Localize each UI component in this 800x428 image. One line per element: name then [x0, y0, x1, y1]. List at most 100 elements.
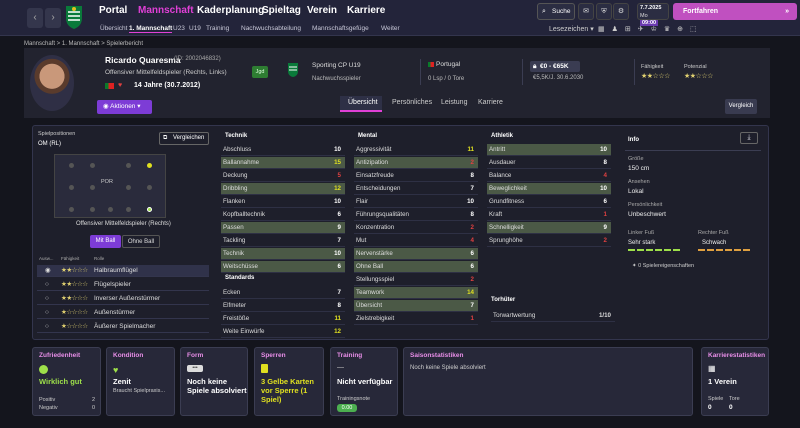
- submenu-uebersicht[interactable]: Übersicht: [100, 25, 128, 32]
- attribute-row[interactable]: Nervenstärke 6: [354, 248, 478, 260]
- attribute-row[interactable]: Kopfballtechnik 6: [221, 209, 345, 221]
- menu-kaderplanung[interactable]: Kaderplanung: [197, 5, 265, 16]
- attribute-row[interactable]: Einsatzfreude 8: [354, 170, 478, 182]
- menu-karriere[interactable]: Karriere: [347, 5, 386, 16]
- attribute-row[interactable]: Stellungsspiel 2: [354, 274, 478, 286]
- position-dot[interactable]: [147, 163, 152, 168]
- card-season-stats[interactable]: Saisonstatistiken Noch keine Spiele abso…: [403, 347, 693, 416]
- card-career-stats[interactable]: Karrierestatistiken ▦ 1 Verein Spiele To…: [701, 347, 769, 416]
- submenu-1-mannschaft[interactable]: 1. Mannschaft: [129, 25, 173, 33]
- radio-icon[interactable]: ◉: [45, 267, 51, 274]
- attribute-row[interactable]: Weitschüsse 6: [221, 261, 345, 273]
- role-row[interactable]: ◉ ★★☆☆☆ Halbraumflügel: [37, 265, 209, 277]
- attribute-row[interactable]: Weite Einwürfe 12: [221, 326, 345, 338]
- tab-leistung[interactable]: Leistung: [441, 99, 468, 106]
- position-dot[interactable]: [69, 207, 74, 212]
- attribute-row[interactable]: Zielstrebigkeit 1: [354, 313, 478, 325]
- position-dot[interactable]: [147, 185, 152, 190]
- attribute-row[interactable]: Abschluss 10: [221, 144, 345, 156]
- attribute-row[interactable]: Mut 4: [354, 235, 478, 247]
- gear-icon[interactable]: ⚙: [613, 3, 629, 20]
- attribute-row[interactable]: Technik 10: [221, 248, 345, 260]
- attribute-row[interactable]: Übersicht 7: [354, 300, 478, 312]
- submenu-u23[interactable]: U23: [173, 25, 185, 32]
- radio-icon[interactable]: ○: [45, 309, 49, 316]
- compare-button[interactable]: Vergleich: [725, 99, 757, 114]
- attribute-row[interactable]: Ecken 7: [221, 287, 345, 299]
- position-dot[interactable]: [108, 207, 113, 212]
- menu-spieltag[interactable]: Spieltag: [262, 5, 301, 16]
- menu-verein[interactable]: Verein: [307, 5, 338, 16]
- menu-portal[interactable]: Portal: [99, 5, 128, 16]
- actions-button[interactable]: ◉ Aktionen ▾: [97, 100, 152, 114]
- card-condition[interactable]: Kondition ♥ Zenit Braucht Spielpraxis...: [106, 347, 175, 416]
- attribute-row[interactable]: Freistöße 11: [221, 313, 345, 325]
- download-icon[interactable]: ⤓: [740, 132, 758, 144]
- role-row[interactable]: ○ ★☆☆☆☆ Außenstürmer: [37, 307, 209, 319]
- shield-icon[interactable]: ⛨: [596, 3, 612, 20]
- attribute-row[interactable]: Elfmeter 8: [221, 300, 345, 312]
- attribute-row[interactable]: Kraft 1: [487, 209, 611, 221]
- back-button[interactable]: ‹: [27, 8, 43, 28]
- position-dot[interactable]: [90, 185, 95, 190]
- attribute-row[interactable]: Ohne Ball 6: [354, 261, 478, 273]
- attribute-row[interactable]: Tackling 7: [221, 235, 345, 247]
- position-dot[interactable]: [69, 185, 74, 190]
- attribute-row[interactable]: Entscheidungen 7: [354, 183, 478, 195]
- toolbar-icons[interactable]: ▦♟⊞✈♔♛⊕⬚: [598, 26, 704, 33]
- card-training[interactable]: Training — Nicht verfügbar Trainingsnote…: [330, 347, 398, 416]
- attribute-row[interactable]: Sprunghöhe 2: [487, 235, 611, 247]
- attribute-row[interactable]: Führungsqualitäten 8: [354, 209, 478, 221]
- position-dot[interactable]: [126, 163, 131, 168]
- card-form[interactable]: Form ••• Noch keine Spiele absolviert: [180, 347, 248, 416]
- card-satisfaction[interactable]: Zufriedenheit Wirklich gut Positiv 2 Neg…: [32, 347, 101, 416]
- radio-icon[interactable]: ○: [45, 281, 49, 288]
- attribute-row[interactable]: Antizipation 2: [354, 157, 478, 169]
- attribute-row[interactable]: Balance 4: [487, 170, 611, 182]
- attribute-row[interactable]: Aggressivität 11: [354, 144, 478, 156]
- attribute-row[interactable]: Flair 10: [354, 196, 478, 208]
- role-row[interactable]: ○ ★★☆☆☆ Flügelspieler: [37, 279, 209, 291]
- position-dot[interactable]: [90, 163, 95, 168]
- position-dot[interactable]: [69, 163, 74, 168]
- traits-link[interactable]: ✦ 0 Spielereigenschaften: [632, 263, 694, 269]
- role-row[interactable]: ○ ★★☆☆☆ Inverser Außenstürmer: [37, 293, 209, 305]
- attribute-row[interactable]: Beweglichkeit 10: [487, 183, 611, 195]
- attribute-row[interactable]: Schnelligkeit 9: [487, 222, 611, 234]
- submenu-mannschaftsgefuege[interactable]: Mannschaftsgefüge: [312, 25, 369, 32]
- attribute-row[interactable]: Grundfitness 6: [487, 196, 611, 208]
- attribute-row[interactable]: Teamwork 14: [354, 287, 478, 299]
- goalkeeper-rating-row[interactable]: Torwartwertung 1/10: [491, 310, 615, 322]
- forward-button[interactable]: ›: [45, 8, 61, 28]
- attribute-row[interactable]: Ballannahme 15: [221, 157, 345, 169]
- submenu-training[interactable]: Training: [206, 25, 230, 32]
- tab-karriere[interactable]: Karriere: [478, 99, 503, 106]
- with-ball-button[interactable]: Mit Ball: [90, 235, 121, 248]
- role-row[interactable]: ○ ★☆☆☆☆ Äußerer Spielmacher: [37, 321, 209, 333]
- card-suspensions[interactable]: Sperren 3 Gelbe Karten vor Sperre (1 Spi…: [254, 347, 324, 416]
- continue-button[interactable]: Fortfahren »: [673, 3, 797, 20]
- menu-mannschaft[interactable]: Mannschaft: [138, 5, 194, 16]
- submenu-u19[interactable]: U19: [189, 25, 201, 32]
- bookmark-select[interactable]: Lesezeichen ▾: [549, 26, 594, 33]
- country-name[interactable]: Portugal: [436, 61, 461, 68]
- breadcrumb[interactable]: Mannschaft > 1. Mannschaft > Spielerberi…: [24, 41, 144, 47]
- mail-icon[interactable]: ✉: [578, 3, 594, 20]
- compare-positions-button[interactable]: ⧉ Vergleichen: [159, 132, 209, 145]
- club-logo[interactable]: [64, 4, 84, 30]
- without-ball-button[interactable]: Ohne Ball: [122, 235, 160, 248]
- position-dot[interactable]: [126, 207, 131, 212]
- position-dot[interactable]: [126, 185, 131, 190]
- radio-icon[interactable]: ○: [45, 295, 49, 302]
- tab-uebersicht[interactable]: Übersicht: [348, 99, 378, 106]
- attribute-row[interactable]: Ausdauer 8: [487, 157, 611, 169]
- attribute-row[interactable]: Konzentration 2: [354, 222, 478, 234]
- attribute-row[interactable]: Antritt 10: [487, 144, 611, 156]
- date-display[interactable]: 7.7.2025 Mo 09:00: [637, 3, 669, 26]
- submenu-weiter[interactable]: Weiter: [381, 25, 400, 32]
- tab-persoenliches[interactable]: Persönliches: [392, 99, 433, 106]
- position-dot[interactable]: [90, 207, 95, 212]
- attribute-row[interactable]: Flanken 10: [221, 196, 345, 208]
- position-dot[interactable]: [147, 207, 152, 212]
- attribute-row[interactable]: Dribbling 12: [221, 183, 345, 195]
